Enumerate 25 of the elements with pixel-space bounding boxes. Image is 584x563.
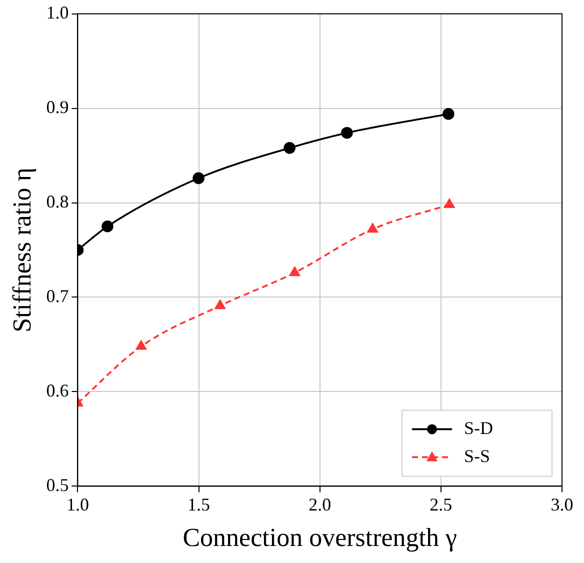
point	[444, 198, 455, 208]
legend-label: S-S	[464, 446, 490, 466]
legend-label: S-D	[464, 418, 494, 438]
point	[102, 220, 114, 232]
x-tick-label: 3.0	[550, 494, 574, 515]
point	[284, 142, 296, 154]
point	[192, 172, 204, 184]
point	[442, 108, 454, 120]
x-axis-title: Connection overstrength γ	[182, 523, 458, 552]
x-tick-label: 2.0	[308, 494, 332, 515]
y-axis-title: Stiffness ratio η	[7, 168, 36, 332]
point	[214, 300, 226, 310]
point	[136, 340, 146, 350]
point	[341, 126, 353, 139]
x-tick-label: 1.0	[66, 494, 89, 515]
point	[289, 266, 300, 276]
y-tick-label: 0.9	[46, 97, 69, 118]
y-tick-label: 0.8	[46, 191, 69, 212]
x-tick-label: 2.5	[430, 494, 452, 515]
y-tick-label: 1.0	[46, 2, 69, 23]
y-tick-label: 0.5	[46, 474, 69, 495]
y-tick-label: 0.6	[46, 380, 69, 400]
point	[367, 223, 378, 233]
y-tick-label: 0.7	[46, 286, 69, 306]
x-tick-label: 1.5	[188, 494, 210, 515]
